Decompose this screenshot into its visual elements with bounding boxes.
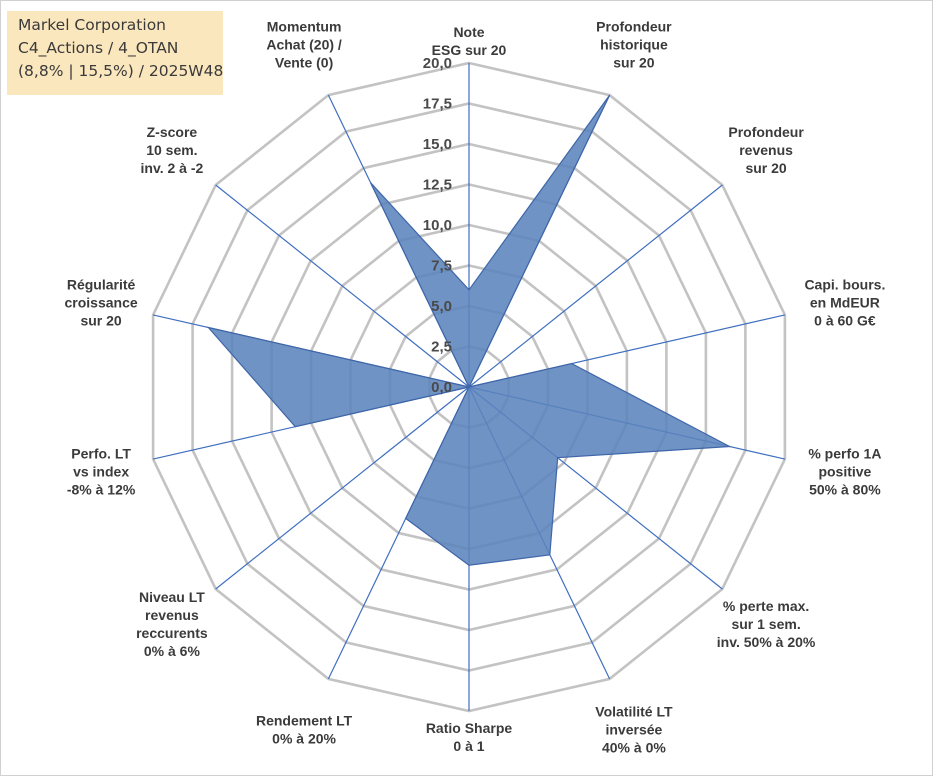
axis-label-line: revenus bbox=[739, 142, 793, 158]
axis-label-line: vs index bbox=[73, 464, 129, 480]
axis-label-line: 50% à 80% bbox=[809, 482, 881, 498]
axis-label-14: Momentum Achat (20) / Vente (0) bbox=[266, 19, 342, 71]
axis-spoke-3 bbox=[468, 184, 723, 388]
axis-label-line: positive bbox=[818, 464, 871, 480]
axis-spoke-13 bbox=[215, 184, 470, 388]
performance-week: (8,8% | 15,5%) / 2025W48 bbox=[18, 62, 224, 80]
axis-label-2: Profondeur historique sur 20 bbox=[596, 19, 672, 71]
axis-label-4: Capi. bours. en MdEUR 0 à 60 G€ bbox=[804, 276, 885, 328]
axis-label-line: en MdEUR bbox=[810, 294, 880, 310]
axis-label-line: -8% à 12% bbox=[67, 482, 136, 498]
axis-label-line: Momentum bbox=[267, 19, 342, 35]
axis-label-5: % perfo 1A positive 50% à 80% bbox=[808, 446, 881, 498]
axis-label-line: 0% à 20% bbox=[272, 730, 336, 746]
axis-label-line: inversée bbox=[605, 721, 662, 737]
axis-label-line: Note bbox=[453, 24, 484, 40]
axis-label-12: Régularité croissance sur 20 bbox=[65, 276, 138, 328]
axis-label-line: reccurents bbox=[136, 625, 208, 641]
axis-label-1: Note ESG sur 20 bbox=[432, 24, 507, 58]
axis-label-line: Ratio Sharpe bbox=[426, 720, 513, 736]
radar-tick-labels: 0,0 2,5 5,0 7,5 10,0 12,5 15,0 17,5 20,0 bbox=[423, 55, 452, 396]
axis-label-line: 40% à 0% bbox=[602, 739, 666, 755]
tick-label-0: 0,0 bbox=[431, 379, 452, 396]
chart-title-box: Markel Corporation C4_Actions / 4_OTAN (… bbox=[7, 11, 223, 95]
axis-label-line: sur 20 bbox=[80, 312, 121, 328]
axis-label-line: 0 à 1 bbox=[453, 738, 484, 754]
axis-label-line: ESG sur 20 bbox=[432, 42, 507, 58]
axis-label-line: Capi. bours. bbox=[804, 276, 885, 292]
axis-label-line: Perfo. LT bbox=[71, 446, 131, 462]
axis-label-line: Niveau LT bbox=[139, 589, 205, 605]
axis-label-10: Niveau LT revenus reccurents 0% à 6% bbox=[136, 589, 208, 659]
axis-label-line: Vente (0) bbox=[275, 55, 333, 71]
axis-label-line: 10 sem. bbox=[146, 142, 197, 158]
axis-label-line: Volatilité LT bbox=[595, 703, 673, 719]
axis-label-line: Achat (20) / bbox=[266, 37, 342, 53]
axis-label-line: % perte max. bbox=[723, 598, 809, 614]
tick-label-1: 2,5 bbox=[431, 339, 452, 356]
series-area bbox=[206, 94, 732, 566]
axis-label-line: sur 20 bbox=[745, 160, 786, 176]
axis-label-line: croissance bbox=[65, 294, 138, 310]
axis-label-8: Ratio Sharpe 0 à 1 bbox=[426, 720, 513, 754]
tick-label-4: 10,0 bbox=[423, 217, 452, 234]
axis-label-13: Z-score 10 sem. inv. 2 à -2 bbox=[141, 124, 204, 176]
radar-axis-labels: Note ESG sur 20 Profondeur historique sur 20… bbox=[65, 19, 886, 756]
axis-spoke-10 bbox=[215, 386, 470, 590]
axis-label-line: sur 1 sem. bbox=[731, 616, 800, 632]
tick-label-5: 12,5 bbox=[423, 177, 452, 194]
axis-label-line: 0% à 6% bbox=[144, 643, 201, 659]
axis-label-line: Régularité bbox=[67, 276, 136, 292]
portfolio-category: C4_Actions / 4_OTAN bbox=[18, 39, 179, 57]
tick-label-2: 5,0 bbox=[431, 298, 452, 315]
tick-label-6: 15,0 bbox=[423, 136, 452, 153]
axis-label-3: Profondeur revenus sur 20 bbox=[728, 124, 804, 176]
axis-label-11: Perfo. LT vs index -8% à 12% bbox=[67, 446, 136, 498]
axis-label-line: Profondeur bbox=[728, 124, 804, 140]
axis-label-line: Rendement LT bbox=[256, 712, 353, 728]
tick-label-7: 17,5 bbox=[423, 96, 452, 113]
axis-label-line: inv. 50% à 20% bbox=[717, 634, 816, 650]
axis-label-9: Rendement LT 0% à 20% bbox=[256, 712, 353, 746]
axis-label-line: sur 20 bbox=[613, 55, 654, 71]
axis-label-line: Z-score bbox=[147, 124, 198, 140]
axis-label-line: Profondeur bbox=[596, 19, 672, 35]
radar-series bbox=[206, 94, 732, 566]
axis-label-line: revenus bbox=[145, 607, 199, 623]
axis-label-line: % perfo 1A bbox=[808, 446, 881, 462]
tick-label-8: 20,0 bbox=[423, 55, 452, 72]
axis-label-line: inv. 2 à -2 bbox=[141, 160, 204, 176]
company-name: Markel Corporation bbox=[18, 16, 166, 34]
axis-label-line: historique bbox=[600, 37, 668, 53]
axis-label-6: % perte max. sur 1 sem. inv. 50% à 20% bbox=[717, 598, 816, 650]
tick-label-3: 7,5 bbox=[431, 258, 452, 275]
axis-label-line: 0 à 60 G€ bbox=[814, 312, 876, 328]
axis-label-7: Volatilité LT inversée 40% à 0% bbox=[595, 703, 673, 755]
